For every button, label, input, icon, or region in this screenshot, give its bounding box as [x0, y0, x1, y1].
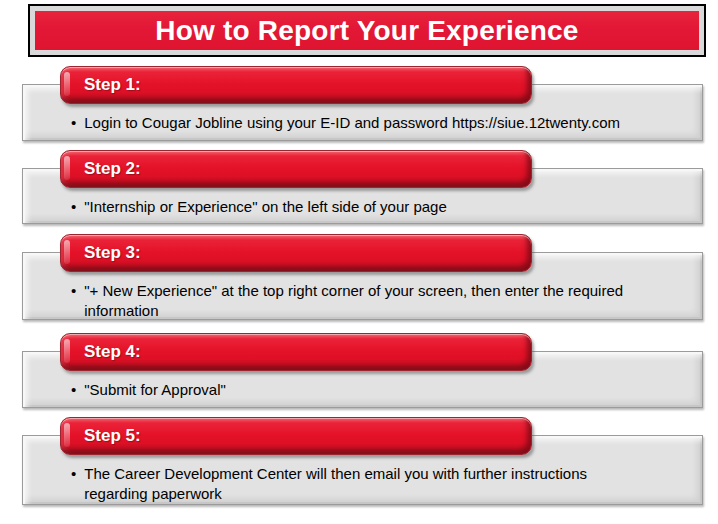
- slide-how-to-report-experience: How to Report Your Experience • Login to…: [0, 0, 718, 524]
- bullet-icon: •: [71, 380, 76, 400]
- bullet-icon: •: [71, 113, 76, 133]
- step-5-text: The Career Development Center will then …: [84, 464, 587, 503]
- page-title: How to Report Your Experience: [155, 15, 578, 47]
- bullet-icon: •: [71, 197, 76, 217]
- bullet-icon: •: [71, 464, 76, 484]
- step-5-pill: Step 5:: [60, 417, 532, 455]
- step-3-pill: Step 3:: [60, 234, 532, 272]
- step-3-label: Step 3:: [84, 243, 141, 263]
- step-2-label: Step 2:: [84, 159, 141, 179]
- step-5-label: Step 5:: [84, 426, 141, 446]
- step-1-text: Login to Cougar Jobline using your E-ID …: [84, 113, 620, 133]
- bullet-icon: •: [71, 281, 76, 301]
- step-1-pill: Step 1:: [60, 66, 532, 104]
- title-banner: How to Report Your Experience: [28, 4, 706, 57]
- step-2-pill: Step 2:: [60, 150, 532, 188]
- title-banner-red-fill: How to Report Your Experience: [35, 11, 699, 50]
- step-2-text: "Internship or Experience" on the left s…: [84, 197, 447, 217]
- step-1-label: Step 1:: [84, 75, 141, 95]
- step-4-text: "Submit for Approval": [84, 380, 226, 400]
- step-3-text: "+ New Experience" at the top right corn…: [84, 281, 623, 320]
- step-4-pill: Step 4:: [60, 333, 532, 371]
- step-4-label: Step 4:: [84, 342, 141, 362]
